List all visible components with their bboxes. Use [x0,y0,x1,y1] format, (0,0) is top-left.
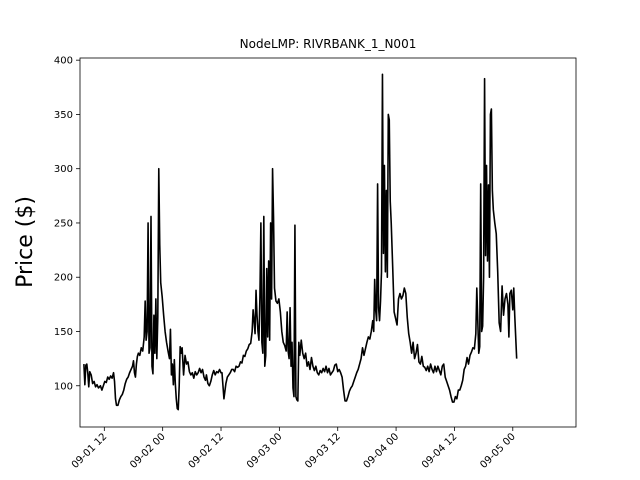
y-tick-label: 250 [54,218,73,229]
y-axis-label: Price ($) [13,196,38,288]
y-tick-label: 100 [54,381,73,392]
y-tick-label: 150 [54,327,73,338]
axes-frame [79,57,577,428]
y-tick-label: 200 [54,273,73,284]
series-line-0 [83,73,518,411]
y-tick-label: 350 [54,110,73,121]
y-tick-label: 400 [54,56,73,67]
y-tick-label: 300 [54,164,73,175]
chart-title: NodeLMP: RIVRBANK_1_N001 [240,37,417,51]
